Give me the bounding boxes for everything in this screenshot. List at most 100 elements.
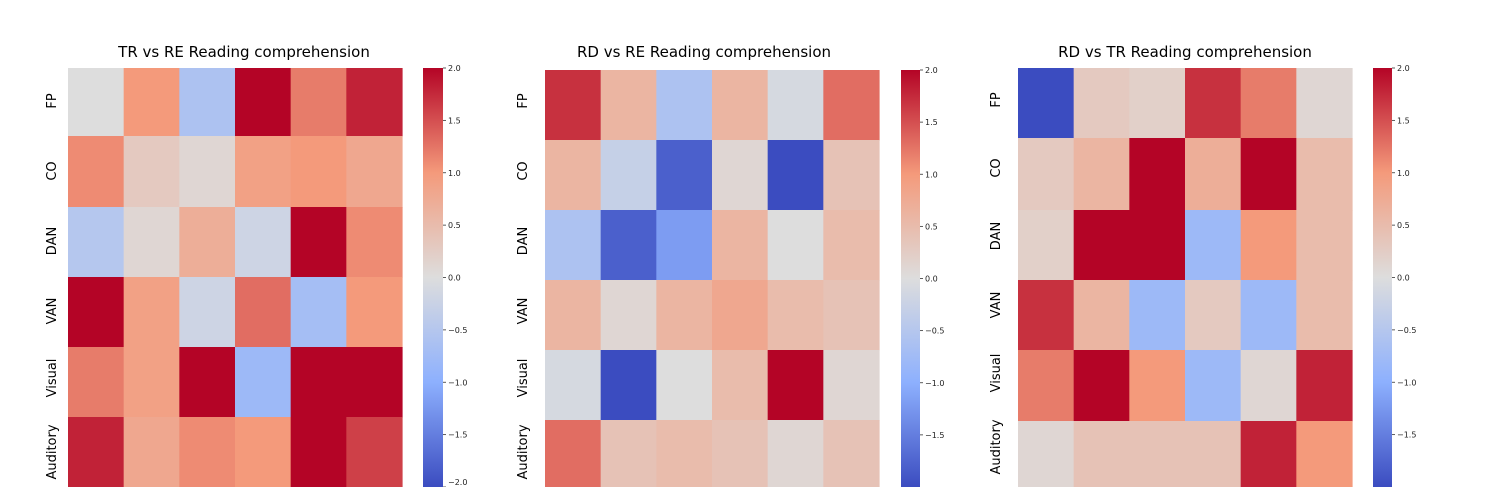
colorbar-tick-label: −0.5 [448,326,467,335]
heatmap-cell [179,136,236,208]
heatmap-cell [545,70,602,141]
heatmap-cell [1240,421,1297,487]
row-labels: FP CO DAN VAN Visual Auditory [45,93,60,479]
row-label: Auditory [45,424,60,479]
heatmap-cell [1073,421,1130,487]
heatmap-cell [123,68,180,137]
panel-title: RD vs TR Reading comprehension [1058,43,1312,61]
heatmap-cell [767,70,824,141]
heatmap-cell [600,140,657,211]
heatmap-cell [1018,210,1075,281]
row-labels: FP CO DAN VAN Visual Auditory [516,93,531,479]
colorbar-tick-label: 1.0 [448,169,461,178]
heatmap-cell [656,70,713,141]
colorbar [1373,68,1392,487]
heatmap-cell [290,277,347,348]
heatmap-cell [179,68,236,137]
heatmap-cell [68,207,125,278]
heatmap-cell [1185,280,1242,351]
heatmap-cell [1129,138,1186,211]
colorbar-tick-label: 1.0 [1397,169,1410,178]
colorbar-ticks: 2.0 1.5 1.0 0.5 0.0 −0.5 −1.0 −1.5 −2.0 [443,64,467,487]
heatmap-cell [767,140,824,211]
heatmap-cell [68,347,125,418]
colorbar-tick-label: −1.0 [448,378,467,387]
row-label: CO [989,158,1004,177]
row-label: Auditory [516,424,531,479]
colorbar-tick-label: −1.0 [1397,378,1416,387]
heatmap-cell [823,350,880,421]
heatmap-cell [1240,350,1297,422]
heatmap-cell [1296,280,1353,351]
colorbar-tick-label: 1.0 [925,170,938,179]
colorbar-tick-label: −2.0 [448,478,467,487]
heatmap-cell [235,277,292,348]
colorbar-tick-label: 1.5 [925,118,938,127]
heatmap-cell [346,277,403,348]
heatmap-cell [1018,350,1075,422]
heatmap-cell [823,140,880,211]
heatmap-cell [1018,421,1075,487]
heatmap-cell [1129,68,1186,139]
heatmap-cell [179,417,236,487]
heatmap-cell [1296,138,1353,211]
row-label: Visual [516,359,531,398]
row-labels: FP CO DAN VAN Visual Auditory [989,92,1004,474]
colorbar-ticks: 2.0 1.5 1.0 0.5 0.0 −0.5 −1.0 −1.5 [1392,64,1416,440]
heatmap-cell [68,417,125,487]
heatmap-cell [600,280,657,351]
heatmap-cell [1185,350,1242,422]
row-label: FP [516,93,531,108]
heatmap-cell [1073,350,1130,422]
cell-grid [545,70,880,487]
heatmap-cell [346,347,403,418]
colorbar-tick-label: 1.5 [448,116,461,125]
heatmap-cell [1073,68,1130,139]
heatmap-cell [346,417,403,487]
cell-grid [68,68,403,487]
heatmap-cell [767,210,824,281]
heatmap-cell [1185,68,1242,139]
colorbar-tick-label: −0.5 [925,327,944,336]
heatmap-cell [1018,280,1075,351]
heatmap-panel-1: TR vs RE Reading comprehension FP CO DAN… [45,43,467,487]
heatmap-cell [600,420,657,487]
colorbar [901,70,920,487]
heatmap-cell [235,347,292,418]
heatmap-cell [123,347,180,418]
panel-title: RD vs RE Reading comprehension [577,43,831,61]
row-label: FP [989,92,1004,107]
heatmap-cell [600,70,657,141]
heatmap-cell [823,70,880,141]
heatmap-cell [123,136,180,208]
heatmap-cell [767,280,824,351]
heatmap-cell [712,70,769,141]
heatmap-cell [1018,68,1075,139]
row-label: CO [516,161,531,180]
colorbar-tick-label: 1.5 [1397,116,1410,125]
heatmap-cell [290,68,347,137]
colorbar-tick-label: −1.5 [448,431,467,440]
row-label: Visual [45,359,60,398]
cell-grid [1018,68,1353,487]
heatmap-cell [823,420,880,487]
heatmap-cell [1129,421,1186,487]
colorbar-tick-label: −0.5 [1397,326,1416,335]
row-label: DAN [989,222,1004,250]
row-label: DAN [45,227,60,255]
colorbar-tick-label: 0.0 [448,274,461,283]
heatmap-cell [656,140,713,211]
row-label: DAN [516,227,531,255]
heatmap-cell [712,210,769,281]
heatmap-cell [712,350,769,421]
colorbar-tick-label: −1.5 [925,431,944,440]
heatmap-cell [1073,280,1130,351]
heatmap-cell [656,420,713,487]
colorbar-tick-label: 2.0 [925,66,938,75]
heatmap-cell [290,417,347,487]
row-label: FP [45,93,60,108]
colorbar-tick-label: 0.5 [1397,221,1410,230]
heatmap-cell [545,350,602,421]
colorbar [423,68,443,487]
